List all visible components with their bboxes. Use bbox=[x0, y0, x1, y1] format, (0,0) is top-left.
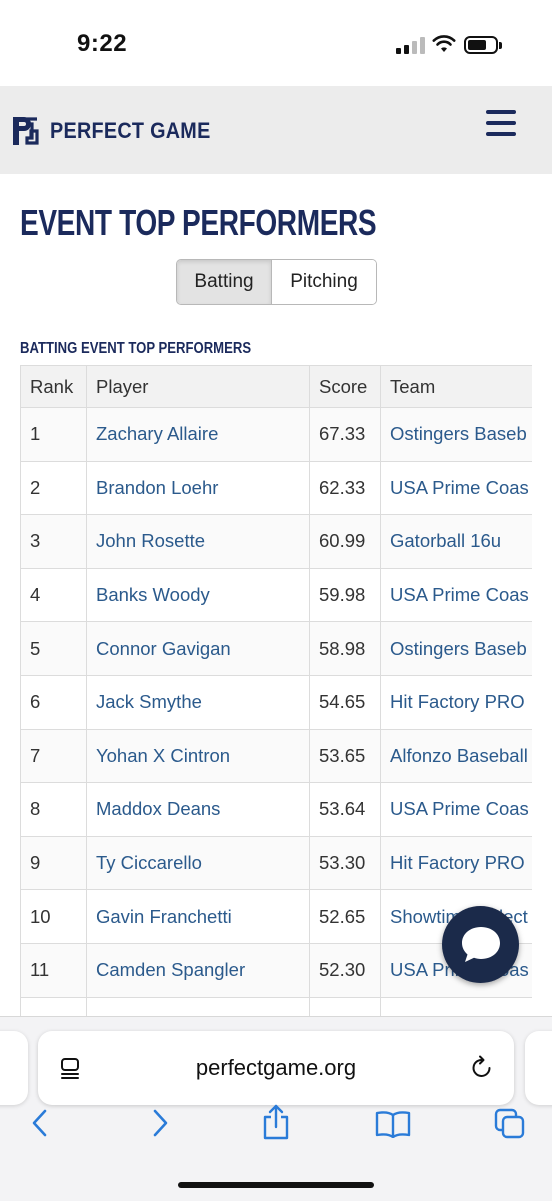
score-cell: 59.98 bbox=[309, 567, 381, 623]
table-row: 3 John Rosette 60.99 Gatorball 16u bbox=[20, 514, 532, 569]
chevron-right-icon[interactable] bbox=[150, 1108, 170, 1138]
page-title: EVENT TOP PERFORMERS bbox=[20, 202, 377, 243]
chat-button[interactable] bbox=[442, 906, 519, 983]
rank-cell: 11 bbox=[20, 942, 87, 998]
batting-pitching-toggle: Batting Pitching bbox=[176, 259, 377, 305]
table-row: 7 Yohan X Cintron 53.65 Alfonzo Baseball bbox=[20, 728, 532, 784]
table-row: 5 Connor Gavigan 58.98 Ostingers Baseb bbox=[20, 621, 532, 676]
score-cell: 54.65 bbox=[309, 674, 381, 730]
player-link[interactable]: Connor Gavigan bbox=[86, 621, 310, 676]
table-row: 9 Ty Ciccarello 53.30 Hit Factory PRO bbox=[20, 835, 532, 891]
url-text[interactable]: perfectgame.org bbox=[195, 1055, 357, 1080]
chevron-left-icon[interactable] bbox=[30, 1108, 50, 1138]
player-link[interactable]: Yohan X Cintron bbox=[86, 728, 310, 784]
status-time: 9:22 bbox=[77, 30, 128, 57]
share-icon[interactable] bbox=[260, 1104, 292, 1140]
rank-cell: 10 bbox=[20, 889, 87, 944]
score-cell: 52.65 bbox=[309, 889, 381, 944]
rank-cell: 6 bbox=[20, 674, 87, 730]
player-link[interactable]: Gavin Franchetti bbox=[86, 889, 310, 944]
player-link[interactable]: Brandon Loehr bbox=[86, 460, 310, 516]
player-link[interactable]: Banks Woody bbox=[86, 567, 310, 623]
cellular-signal-icon bbox=[396, 36, 426, 54]
player-header[interactable]: Player bbox=[86, 365, 310, 408]
next-tab-peek[interactable] bbox=[525, 1031, 552, 1105]
team-link[interactable]: USA Prime Coas bbox=[380, 567, 532, 623]
rank-cell: 7 bbox=[20, 728, 87, 784]
pg-logo-icon bbox=[13, 117, 39, 145]
reload-icon[interactable] bbox=[470, 1055, 494, 1081]
pitching-tab[interactable]: Pitching bbox=[272, 260, 376, 304]
team-header[interactable]: Team bbox=[380, 365, 532, 408]
table-row: 1 Zachary Allaire 67.33 Ostingers Baseb bbox=[20, 407, 532, 462]
table-row: 4 Banks Woody 59.98 USA Prime Coas bbox=[20, 567, 532, 623]
team-link[interactable]: Alfonzo Baseball bbox=[380, 728, 532, 784]
perfect-game-logo[interactable]: PERFECT GAME bbox=[10, 113, 228, 149]
table-row bbox=[20, 996, 532, 1020]
team-link[interactable]: Hit Factory PRO bbox=[380, 674, 532, 730]
score-cell: 53.65 bbox=[309, 728, 381, 784]
player-link[interactable]: John Rosette bbox=[86, 514, 310, 569]
chat-bubble-icon bbox=[462, 927, 500, 962]
menu-icon[interactable] bbox=[486, 110, 516, 136]
table-header-row: Rank Player Score Team bbox=[20, 365, 532, 408]
player-link[interactable]: Ty Ciccarello bbox=[86, 835, 310, 891]
rank-cell: 9 bbox=[20, 835, 87, 891]
table-row: 2 Brandon Loehr 62.33 USA Prime Coas bbox=[20, 460, 532, 516]
rank-cell: 8 bbox=[20, 782, 87, 837]
player-link[interactable]: Jack Smythe bbox=[86, 674, 310, 730]
team-link[interactable] bbox=[380, 996, 532, 1020]
status-bar: 9:22 bbox=[0, 0, 552, 86]
score-cell bbox=[309, 996, 381, 1020]
score-cell: 58.98 bbox=[309, 621, 381, 676]
book-icon[interactable] bbox=[375, 1110, 411, 1138]
previous-tab-peek[interactable] bbox=[0, 1031, 28, 1105]
player-link[interactable]: Zachary Allaire bbox=[86, 407, 310, 462]
rank-cell: 2 bbox=[20, 460, 87, 516]
address-bar[interactable]: perfectgame.org bbox=[38, 1031, 514, 1105]
wifi-icon bbox=[432, 35, 456, 52]
score-cell: 67.33 bbox=[309, 407, 381, 462]
brand-name: PERFECT GAME bbox=[50, 118, 211, 143]
team-link[interactable]: USA Prime Coas bbox=[380, 782, 532, 837]
batting-tab[interactable]: Batting bbox=[177, 260, 272, 304]
player-link[interactable] bbox=[86, 996, 310, 1020]
team-link[interactable]: Hit Factory PRO bbox=[380, 835, 532, 891]
team-link[interactable]: USA Prime Coas bbox=[380, 460, 532, 516]
score-header[interactable]: Score bbox=[309, 365, 381, 408]
tabs-icon[interactable] bbox=[494, 1108, 526, 1140]
rank-header[interactable]: Rank bbox=[20, 365, 87, 408]
team-link[interactable]: Ostingers Baseb bbox=[380, 407, 532, 462]
home-indicator[interactable] bbox=[178, 1182, 374, 1188]
rank-cell bbox=[20, 996, 87, 1020]
score-cell: 53.30 bbox=[309, 835, 381, 891]
rank-cell: 4 bbox=[20, 567, 87, 623]
player-link[interactable]: Maddox Deans bbox=[86, 782, 310, 837]
team-link[interactable]: Ostingers Baseb bbox=[380, 621, 532, 676]
site-header: PERFECT GAME bbox=[0, 86, 552, 174]
rank-cell: 1 bbox=[20, 407, 87, 462]
score-cell: 60.99 bbox=[309, 514, 381, 569]
table-row: 6 Jack Smythe 54.65 Hit Factory PRO bbox=[20, 674, 532, 730]
section-title: BATTING EVENT TOP PERFORMERS bbox=[20, 340, 252, 357]
battery-icon bbox=[464, 36, 502, 54]
table-row: 8 Maddox Deans 53.64 USA Prime Coas bbox=[20, 782, 532, 837]
score-cell: 62.33 bbox=[309, 460, 381, 516]
reader-mode-icon[interactable] bbox=[60, 1057, 82, 1079]
rank-cell: 5 bbox=[20, 621, 87, 676]
score-cell: 53.64 bbox=[309, 782, 381, 837]
team-link[interactable]: Gatorball 16u bbox=[380, 514, 532, 569]
player-link[interactable]: Camden Spangler bbox=[86, 942, 310, 998]
score-cell: 52.30 bbox=[309, 942, 381, 998]
rank-cell: 3 bbox=[20, 514, 87, 569]
